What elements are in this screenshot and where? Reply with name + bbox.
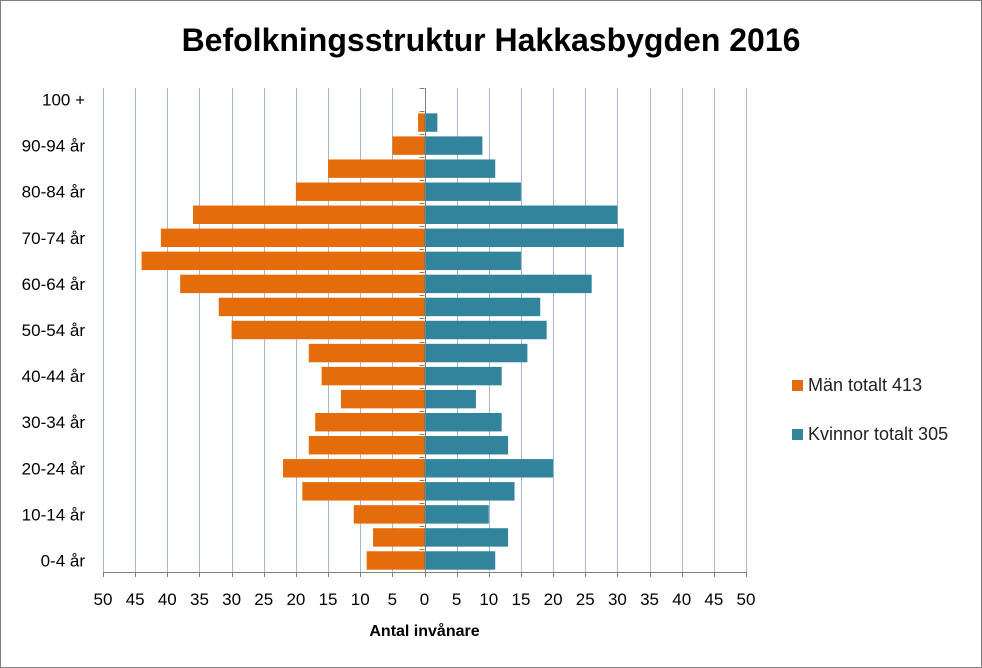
x-tick-label: 10 (479, 590, 498, 609)
bar-men (321, 366, 425, 386)
bar-men (180, 274, 425, 294)
x-tick-label: 40 (672, 590, 691, 609)
x-tick-label: 30 (608, 590, 627, 609)
x-tick-label: 10 (351, 590, 370, 609)
legend-swatch-men (792, 380, 803, 391)
bar-women (424, 136, 483, 155)
legend-item-men: Män totalt 413 (792, 375, 922, 396)
bar-women (424, 182, 521, 201)
bar-women (424, 551, 496, 570)
bar-women (424, 297, 541, 317)
x-axis-title: Antal invånare (369, 622, 479, 640)
y-category-label: 90-94 år (22, 137, 86, 156)
x-tick-label: 20 (544, 590, 563, 609)
legend-swatch-women (792, 429, 803, 440)
bar-women (424, 436, 509, 455)
bar-women (424, 528, 509, 547)
y-category-label: 20-24 år (22, 459, 86, 478)
bar-men (160, 228, 425, 248)
x-tick-label: 30 (222, 590, 241, 609)
bar-men (366, 551, 425, 570)
bar-men (340, 389, 425, 409)
bar-men (283, 459, 425, 478)
bar-men (231, 320, 425, 340)
bar-women (424, 159, 496, 178)
legend-label-men: Män totalt 413 (808, 375, 923, 395)
bar-men (218, 297, 425, 317)
y-category-label: 60-64 år (22, 275, 86, 294)
bar-women (424, 482, 515, 501)
bar-men (328, 159, 425, 178)
bar-men (315, 412, 425, 432)
x-tick-label: 5 (388, 590, 397, 609)
x-tick-label: 15 (511, 590, 530, 609)
x-tick-label: 25 (576, 590, 595, 609)
bar-men (308, 436, 425, 455)
x-tick-label: 50 (737, 590, 756, 609)
x-tick-label: 50 (94, 590, 113, 609)
legend-item-women: Kvinnor totalt 305 (792, 424, 948, 445)
y-category-label: 100 + (42, 91, 85, 110)
bar-women (424, 412, 502, 432)
bar-women (424, 113, 438, 132)
x-tick-label: 45 (704, 590, 723, 609)
bar-men (295, 182, 425, 201)
y-category-label: 40-44 år (22, 367, 86, 386)
x-tick-label: 40 (158, 590, 177, 609)
x-tick-label: 5 (452, 590, 461, 609)
y-category-label: 30-34 år (22, 413, 86, 432)
bar-men (373, 528, 425, 547)
y-category-label: 80-84 år (22, 183, 86, 202)
y-category-label: 0-4 år (41, 551, 86, 570)
y-category-label: 10-14 år (22, 505, 86, 524)
x-tick-label: 35 (640, 590, 659, 609)
bar-women (424, 274, 592, 294)
chart-title: Befolkningsstruktur Hakkasbygden 2016 (181, 22, 801, 58)
bar-women (424, 228, 624, 248)
bar-men (353, 505, 425, 524)
legend-label-women: Kvinnor totalt 305 (808, 424, 949, 444)
y-category-label: 50-54 år (22, 321, 86, 340)
bar-men (392, 136, 425, 155)
x-tick-label: 45 (126, 590, 145, 609)
bar-women (424, 459, 554, 478)
bar-men (141, 251, 425, 271)
bar-women (424, 251, 521, 271)
x-tick-label: 25 (254, 590, 273, 609)
bar-women (424, 320, 547, 340)
x-tick-label: 15 (319, 590, 338, 609)
y-category-label: 70-74 år (22, 229, 86, 248)
bar-men (302, 482, 425, 501)
bar-women (424, 205, 618, 224)
bar-men (418, 113, 425, 132)
bar-women (424, 366, 502, 386)
x-tick-label: 35 (190, 590, 209, 609)
bar-women (424, 343, 528, 363)
x-tick-label: 0 (420, 590, 429, 609)
bar-men (308, 343, 425, 363)
bar-women (424, 505, 489, 524)
bar-men (193, 205, 425, 224)
bar-women (424, 389, 476, 409)
x-tick-label: 20 (286, 590, 305, 609)
